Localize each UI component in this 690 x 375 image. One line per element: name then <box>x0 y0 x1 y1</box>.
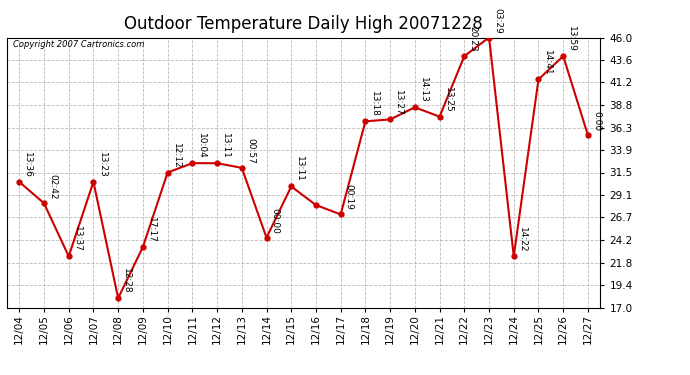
Text: 00:00: 00:00 <box>270 208 279 234</box>
Text: Copyright 2007 Cartronics.com: Copyright 2007 Cartronics.com <box>13 40 144 49</box>
Text: 20:23: 20:23 <box>469 26 477 52</box>
Text: Outdoor Temperature Daily High 20071228: Outdoor Temperature Daily High 20071228 <box>124 15 483 33</box>
Text: 12:12: 12:12 <box>172 143 181 168</box>
Text: 14:13: 14:13 <box>419 77 428 103</box>
Text: 03:29: 03:29 <box>493 8 502 33</box>
Text: 14:41: 14:41 <box>542 50 551 75</box>
Text: 13:11: 13:11 <box>221 133 230 159</box>
Text: 10:04: 10:04 <box>197 133 206 159</box>
Text: 0:00: 0:00 <box>592 111 601 131</box>
Text: 13:59: 13:59 <box>567 26 576 52</box>
Text: 13:11: 13:11 <box>295 156 304 182</box>
Text: 17:17: 17:17 <box>147 217 156 243</box>
Text: 13:27: 13:27 <box>394 90 403 115</box>
Text: 13:18: 13:18 <box>370 91 379 117</box>
Text: 14:22: 14:22 <box>518 226 527 252</box>
Text: 02:42: 02:42 <box>48 174 57 199</box>
Text: 00:57: 00:57 <box>246 138 255 164</box>
Text: 13:25: 13:25 <box>444 87 453 112</box>
Text: 13:36: 13:36 <box>23 152 32 178</box>
Text: 00:19: 00:19 <box>345 184 354 210</box>
Text: 12:28: 12:28 <box>122 268 131 294</box>
Text: 13:37: 13:37 <box>73 226 82 252</box>
Text: 13:23: 13:23 <box>97 152 106 178</box>
